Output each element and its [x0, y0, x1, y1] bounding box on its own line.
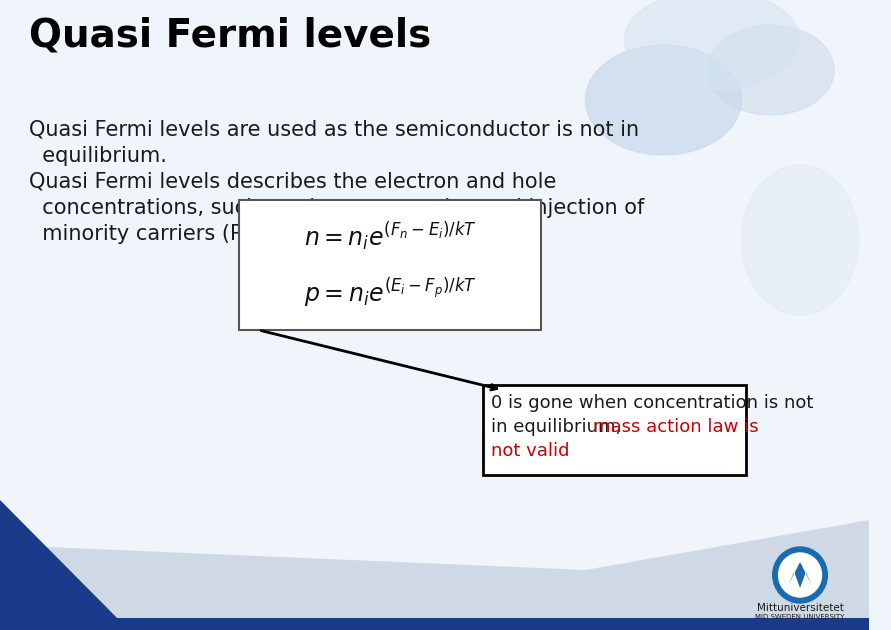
Text: in equilibrium,: in equilibrium,: [491, 418, 626, 436]
Polygon shape: [0, 550, 78, 618]
Text: 0 is gone when concentration is not: 0 is gone when concentration is not: [491, 394, 813, 412]
Ellipse shape: [741, 165, 859, 315]
Text: Quasi Fermi levels describes the electron and hole: Quasi Fermi levels describes the electro…: [29, 172, 557, 192]
Text: minority carriers (PN junction): minority carriers (PN junction): [29, 224, 356, 244]
Text: mass action law is: mass action law is: [593, 418, 759, 436]
FancyBboxPatch shape: [239, 200, 542, 330]
Text: Quasi Fermi levels: Quasi Fermi levels: [29, 16, 431, 54]
Circle shape: [772, 547, 828, 603]
Text: MID SWEDEN UNIVERSITY: MID SWEDEN UNIVERSITY: [756, 614, 845, 620]
Bar: [0, 618, 870, 630]
Ellipse shape: [707, 25, 834, 115]
Circle shape: [779, 553, 822, 597]
Text: not valid: not valid: [491, 442, 569, 460]
Text: $n = n_i e^{(F_n - E_i)/kT}$: $n = n_i e^{(F_n - E_i)/kT}$: [304, 220, 477, 253]
Ellipse shape: [625, 0, 800, 90]
Text: concentrations, such as photo generation and injection of: concentrations, such as photo generation…: [29, 198, 645, 218]
Text: Mittuniversitetet: Mittuniversitetet: [756, 603, 844, 613]
Ellipse shape: [585, 45, 741, 155]
Text: $p = n_i e^{(E_i - F_p)/kT}$: $p = n_i e^{(E_i - F_p)/kT}$: [304, 277, 477, 311]
Polygon shape: [789, 562, 812, 588]
Polygon shape: [0, 520, 870, 630]
Text: Quasi Fermi levels are used as the semiconductor is not in: Quasi Fermi levels are used as the semic…: [29, 120, 640, 140]
Text: equilibrium.: equilibrium.: [29, 146, 168, 166]
Polygon shape: [0, 500, 117, 618]
FancyBboxPatch shape: [483, 385, 747, 475]
